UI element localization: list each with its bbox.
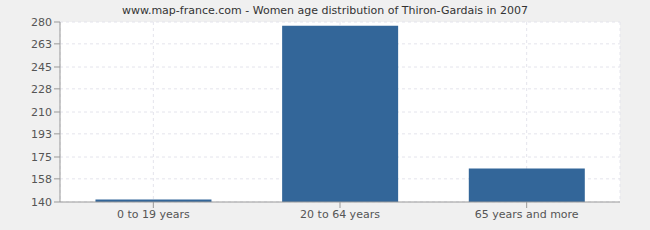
svg-text:158: 158 <box>31 173 52 186</box>
svg-text:245: 245 <box>31 61 52 74</box>
svg-text:140: 140 <box>31 196 52 209</box>
svg-text:228: 228 <box>31 83 52 96</box>
svg-text:210: 210 <box>31 106 52 119</box>
svg-text:263: 263 <box>31 38 52 51</box>
svg-text:193: 193 <box>31 128 52 141</box>
svg-text:280: 280 <box>31 16 52 29</box>
svg-text:0 to 19 years: 0 to 19 years <box>117 208 190 221</box>
svg-text:20 to 64 years: 20 to 64 years <box>300 208 380 221</box>
html-text:www.map-france.com - Women age: www.map-france.com - Women age distribut… <box>121 4 529 17</box>
svg-text:175: 175 <box>31 151 52 164</box>
svg-text:65 years and more: 65 years and more <box>475 208 579 221</box>
